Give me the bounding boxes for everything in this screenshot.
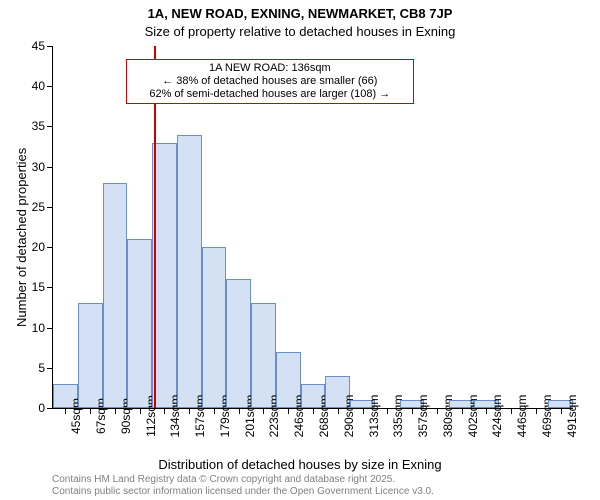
y-tick-label: 25	[32, 200, 45, 214]
x-tick	[90, 408, 91, 414]
annotation-line-2: ← 38% of detached houses are smaller (66…	[133, 75, 407, 88]
chart-title: 1A, NEW ROAD, EXNING, NEWMARKET, CB8 7JP	[0, 6, 600, 21]
annotation-line-3: 62% of semi-detached houses are larger (…	[133, 88, 407, 101]
y-tick-label: 40	[32, 79, 45, 93]
x-tick	[189, 408, 190, 414]
x-tick-label: 313sqm	[367, 395, 381, 438]
chart-subtitle: Size of property relative to detached ho…	[0, 24, 600, 39]
x-tick-label: 357sqm	[416, 395, 430, 438]
x-tick	[486, 408, 487, 414]
y-tick	[47, 408, 53, 409]
histogram-bar	[226, 279, 251, 408]
x-tick	[511, 408, 512, 414]
x-tick	[115, 408, 116, 414]
histogram-bar	[251, 303, 276, 408]
histogram-bar	[78, 303, 103, 408]
x-tick	[313, 408, 314, 414]
y-tick-label: 0	[38, 401, 45, 415]
y-tick	[47, 328, 53, 329]
y-tick	[47, 207, 53, 208]
footer-line-2: Contains public sector information licen…	[52, 486, 434, 498]
y-tick-label: 5	[38, 361, 45, 375]
y-tick-label: 20	[32, 240, 45, 254]
x-tick	[65, 408, 66, 414]
x-tick	[536, 408, 537, 414]
y-tick	[47, 247, 53, 248]
x-tick	[140, 408, 141, 414]
y-tick-label: 15	[32, 280, 45, 294]
x-tick	[164, 408, 165, 414]
y-tick	[47, 167, 53, 168]
x-tick	[462, 408, 463, 414]
x-tick	[263, 408, 264, 414]
plot-area: 05101520253035404545sqm67sqm90sqm112sqm1…	[52, 46, 573, 409]
y-tick	[47, 368, 53, 369]
x-tick	[437, 408, 438, 414]
y-tick	[47, 287, 53, 288]
x-tick	[561, 408, 562, 414]
histogram-bar	[177, 135, 202, 409]
y-axis-label: Number of detached properties	[14, 148, 29, 327]
y-tick-label: 30	[32, 160, 45, 174]
annotation-box: 1A NEW ROAD: 136sqm← 38% of detached hou…	[126, 59, 414, 105]
x-tick-label: 491sqm	[565, 395, 579, 438]
y-tick	[47, 86, 53, 87]
y-tick-label: 10	[32, 321, 45, 335]
x-tick	[214, 408, 215, 414]
x-tick	[363, 408, 364, 414]
x-tick	[412, 408, 413, 414]
chart-container: 1A, NEW ROAD, EXNING, NEWMARKET, CB8 7JP…	[0, 0, 600, 500]
y-tick-label: 35	[32, 119, 45, 133]
annotation-line-1: 1A NEW ROAD: 136sqm	[133, 62, 407, 75]
x-tick	[387, 408, 388, 414]
histogram-bar	[202, 247, 227, 408]
y-tick	[47, 126, 53, 127]
histogram-bar	[127, 239, 152, 408]
footer-attribution: Contains HM Land Registry data © Crown c…	[52, 474, 434, 498]
histogram-bar	[103, 183, 128, 408]
x-axis-label: Distribution of detached houses by size …	[0, 457, 600, 472]
x-tick	[288, 408, 289, 414]
y-tick	[47, 46, 53, 47]
x-tick-label: 424sqm	[490, 395, 504, 438]
x-tick	[239, 408, 240, 414]
x-tick	[338, 408, 339, 414]
footer-line-1: Contains HM Land Registry data © Crown c…	[52, 474, 434, 486]
x-tick-label: 446sqm	[515, 395, 529, 438]
y-tick-label: 45	[32, 39, 45, 53]
